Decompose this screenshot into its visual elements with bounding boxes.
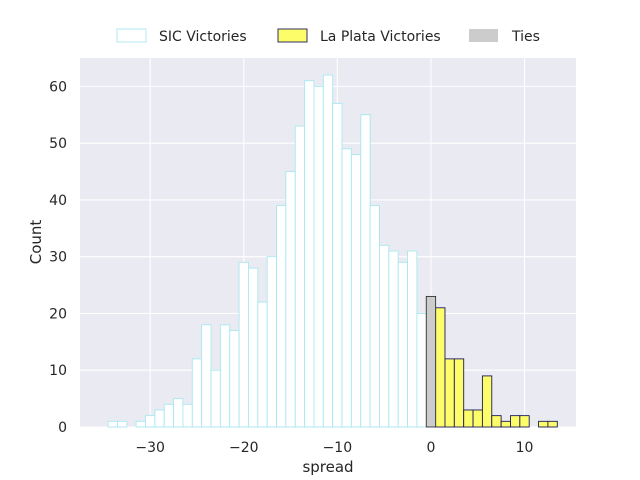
- sic-victories-bar: [182, 403, 193, 428]
- sic-victories-bar: [341, 148, 352, 428]
- la-plata-victories-bar: [500, 420, 511, 428]
- x-tick-label: −20: [229, 440, 259, 456]
- ties-bar: [425, 295, 437, 428]
- sic-victories-bar: [379, 244, 390, 428]
- sic-victories-bar: [257, 301, 268, 428]
- x-tick-label: 0: [426, 440, 435, 456]
- la-plata-victories-bar: [453, 358, 465, 428]
- sic-victories-bar: [163, 403, 175, 428]
- la-plata-victories-bar: [435, 307, 446, 428]
- y-axis-label: Count: [27, 220, 45, 265]
- sic-victories-bar: [276, 205, 287, 428]
- bars: [107, 74, 558, 428]
- sic-victories-bar: [201, 324, 212, 428]
- sic-victories-bar: [350, 154, 362, 428]
- x-tick-label: −10: [323, 440, 353, 456]
- y-tick-label: 40: [49, 193, 67, 209]
- sic-victories-bar: [229, 330, 240, 428]
- sic-victories-bar: [191, 358, 203, 428]
- legend-ties-swatch: [469, 29, 498, 42]
- sic-victories-bar: [135, 420, 146, 428]
- legend: SIC Victories La Plata Victories Ties: [116, 28, 540, 45]
- y-tick-label: 30: [49, 250, 67, 266]
- y-tick-label: 10: [49, 363, 67, 379]
- la-plata-victories-bar: [519, 415, 530, 428]
- sic-victories-bar: [304, 80, 315, 428]
- x-tick-label: 10: [516, 440, 534, 456]
- legend-sic-victories-swatch: [116, 28, 147, 43]
- legend-sic-victories-label: SIC Victories: [159, 29, 247, 45]
- la-plata-victories-bar: [491, 415, 502, 428]
- la-plata-victories-bar: [510, 415, 521, 428]
- la-plata-victories-bar: [538, 420, 549, 428]
- sic-victories-bar: [173, 398, 184, 428]
- la-plata-victories-bar: [472, 409, 483, 428]
- sic-victories-bar: [210, 369, 221, 428]
- x-axis-label: spread: [302, 458, 353, 476]
- sic-victories-bar: [360, 114, 371, 428]
- sic-victories-bar: [238, 261, 249, 428]
- x-tick-label: −30: [135, 440, 165, 456]
- sic-victories-bar: [416, 313, 427, 428]
- sic-victories-bar: [294, 125, 306, 428]
- sic-victories-bar: [285, 171, 296, 428]
- la-plata-victories-bar: [444, 358, 455, 428]
- y-tick-label: 20: [49, 306, 67, 322]
- la-plata-victories-bar: [481, 375, 493, 428]
- y-axis-ticks: 0 10 20 30 40 50 60: [49, 79, 67, 436]
- sic-victories-bar: [322, 74, 334, 428]
- legend-la-plata-victories-label: La Plata Victories: [320, 29, 441, 45]
- sic-victories-bar: [369, 205, 380, 428]
- sic-victories-bar: [219, 324, 231, 428]
- y-tick-label: 0: [58, 420, 67, 436]
- sic-victories-bar: [107, 420, 118, 428]
- legend-la-plata-victories-swatch: [277, 28, 308, 43]
- y-tick-label: 60: [49, 79, 67, 95]
- legend-ties-label: Ties: [511, 29, 540, 45]
- sic-victories-bar: [116, 420, 128, 428]
- la-plata-victories-bar: [547, 420, 558, 428]
- sic-victories-bar: [388, 250, 399, 428]
- sic-victories-bar: [397, 261, 408, 428]
- sic-victories-bar: [154, 409, 165, 428]
- sic-victories-bar: [313, 85, 324, 428]
- sic-victories-bar: [407, 250, 418, 428]
- sic-victories-bar: [266, 256, 277, 428]
- sic-victories-bar: [332, 102, 343, 428]
- y-tick-label: 50: [49, 136, 67, 152]
- sic-victories-bar: [145, 415, 156, 428]
- sic-victories-bar: [248, 267, 259, 428]
- x-axis-ticks: −30 −20 −10 0 10: [135, 440, 533, 456]
- la-plata-victories-bar: [463, 409, 474, 428]
